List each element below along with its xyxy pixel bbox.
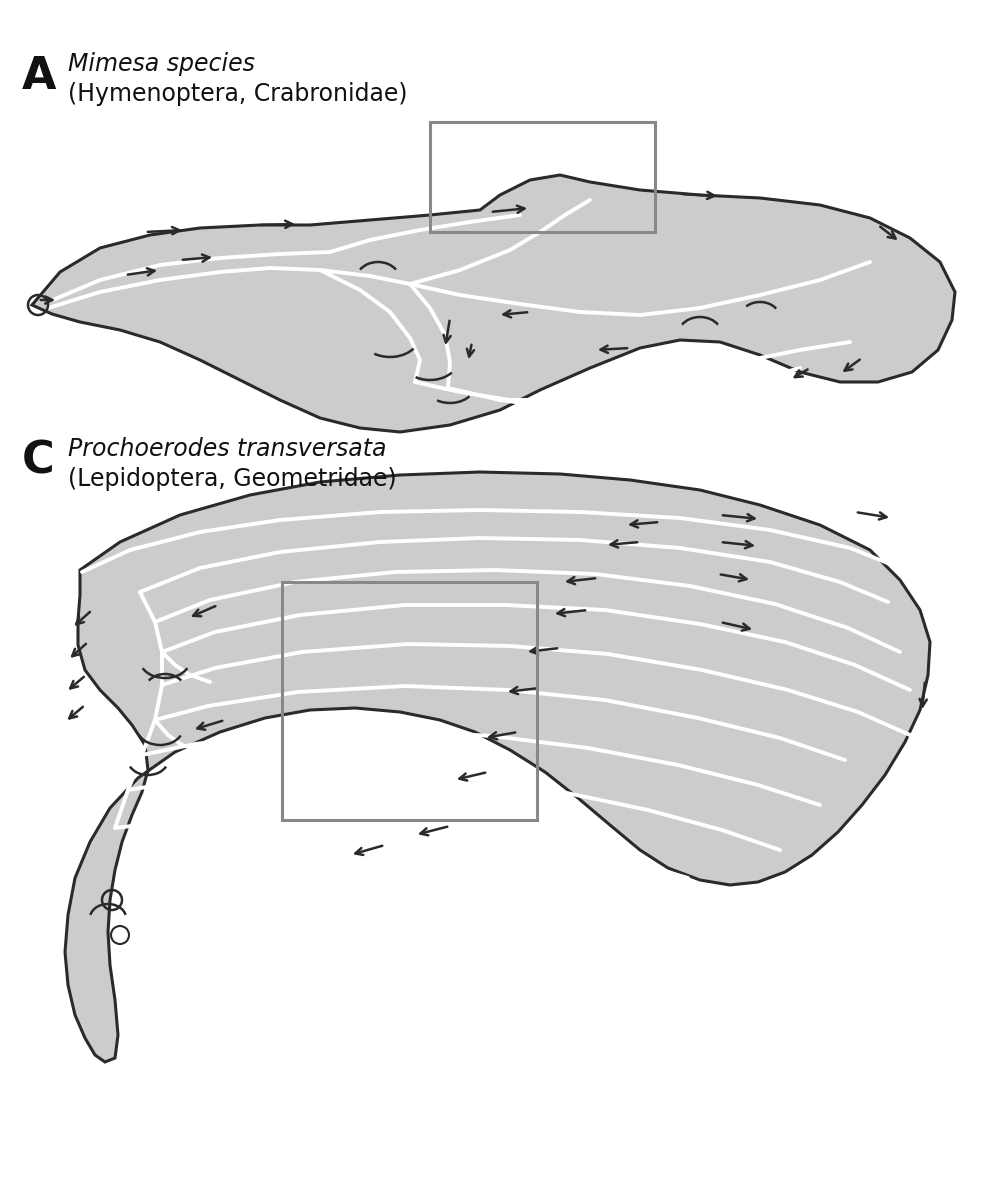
Polygon shape (65, 472, 930, 1062)
Text: Mimesa species: Mimesa species (68, 52, 255, 76)
Bar (282, 582, 537, 820)
Text: C: C (22, 440, 55, 482)
Polygon shape (32, 175, 955, 432)
Text: (Hymenoptera, Crabronidae): (Hymenoptera, Crabronidae) (68, 82, 407, 106)
Text: A: A (22, 55, 57, 98)
Bar (430, 122, 655, 232)
Text: (Lepidoptera, Geometridae): (Lepidoptera, Geometridae) (68, 467, 396, 491)
Text: Prochoerodes transversata: Prochoerodes transversata (68, 437, 387, 461)
